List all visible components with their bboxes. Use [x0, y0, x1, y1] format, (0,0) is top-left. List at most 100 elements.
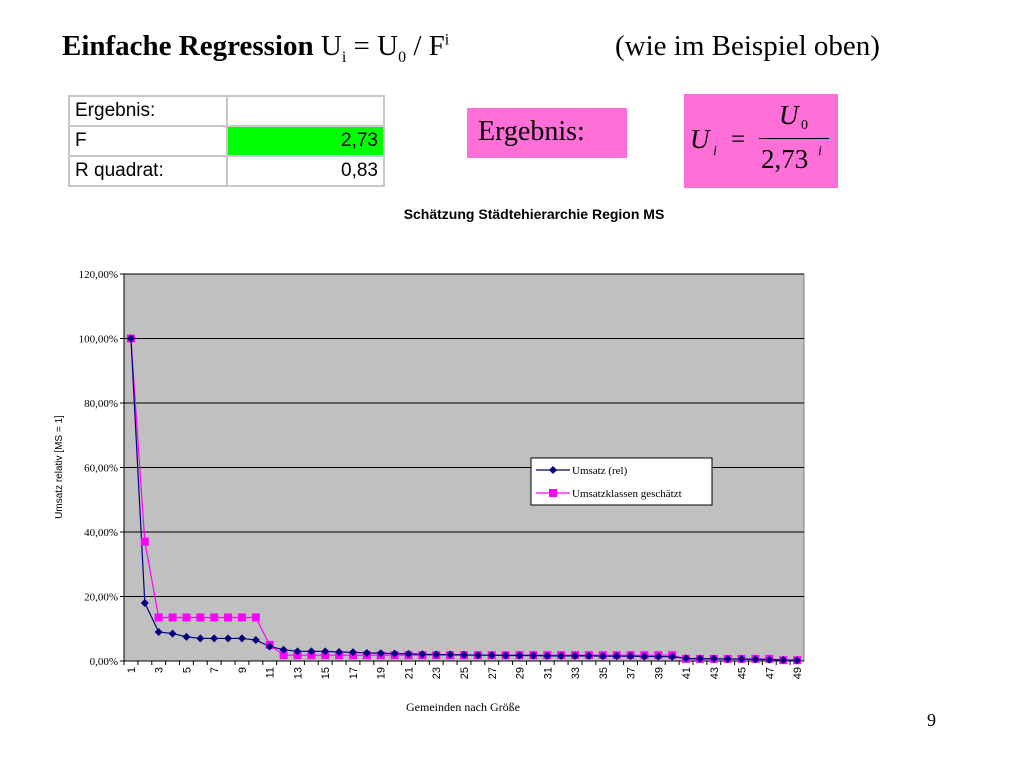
result-table: Ergebnis: F 2,73 R quadrat: 0,83 — [68, 95, 385, 187]
data-point-series1 — [182, 632, 191, 641]
data-point-series1 — [737, 655, 746, 664]
grid-lines — [124, 273, 804, 597]
data-point-series1 — [473, 651, 482, 660]
data-point-series2 — [196, 613, 205, 622]
fraction-bar — [759, 138, 829, 139]
data-point-series1 — [196, 634, 205, 643]
x-tick-label: 1 — [126, 667, 138, 673]
data-point-series1 — [168, 629, 177, 638]
data-point-series2 — [182, 613, 191, 622]
data-point-series1 — [307, 647, 316, 656]
data-point-series1 — [557, 651, 566, 660]
data-point-series1 — [362, 648, 371, 657]
data-point-series1 — [293, 647, 302, 656]
data-point-series2 — [168, 613, 177, 622]
data-point-series1 — [140, 598, 149, 607]
legend-marker-series1 — [549, 466, 557, 474]
data-point-series2 — [279, 651, 288, 660]
x-tick-label: 15 — [320, 667, 332, 679]
data-point-series1 — [765, 655, 774, 664]
table-cell-value — [226, 95, 385, 127]
x-tick-label: 43 — [709, 667, 721, 679]
x-tick-label: 31 — [542, 667, 554, 679]
legend-marker-series2 — [549, 489, 557, 497]
table-row: Ergebnis: — [68, 95, 385, 127]
data-point-series1 — [487, 651, 496, 660]
data-point-series1 — [418, 650, 427, 659]
legend: Umsatz (rel) Umsatzklassen geschätzt — [530, 457, 713, 506]
x-tick-label: 33 — [570, 667, 582, 679]
formula-den: 2,73 — [761, 144, 809, 174]
data-point-series1 — [460, 650, 468, 659]
x-tick-label: 35 — [598, 667, 610, 679]
x-tick-label: 19 — [376, 667, 388, 679]
y-tick-label: 0,00% — [90, 656, 118, 668]
data-point-series1 — [598, 652, 607, 661]
title-formula: Ui = U0 / Fi — [320, 30, 450, 66]
data-point-series1 — [640, 652, 649, 661]
legend-label-series2: Umsatzklassen geschätzt — [572, 488, 682, 500]
x-tick-label: 41 — [681, 667, 693, 679]
data-point-series1 — [751, 655, 760, 664]
data-point-series1 — [251, 636, 260, 645]
x-tick-label: 3 — [154, 667, 166, 673]
data-point-series1 — [723, 655, 732, 664]
x-tick-label: 49 — [792, 667, 804, 679]
data-point-series1 — [348, 648, 357, 657]
data-point-series1 — [126, 334, 135, 343]
x-tick-label: 29 — [515, 667, 527, 679]
x-tick-label: 9 — [237, 667, 249, 673]
x-axis-label: Gemeinden nach Größe — [406, 700, 520, 714]
data-point-series1 — [501, 651, 510, 660]
y-tick-label: 120,00% — [79, 269, 118, 281]
x-tick-label: 5 — [181, 667, 193, 673]
data-point-series1 — [612, 652, 621, 661]
legend-box — [530, 457, 713, 506]
formula-num: U — [779, 100, 799, 130]
y-tick-label: 80,00% — [84, 398, 118, 410]
data-point-series2 — [154, 613, 163, 622]
data-point-series1 — [571, 651, 580, 660]
data-point-series1 — [709, 654, 718, 663]
data-point-series2 — [237, 613, 246, 622]
series-lines — [126, 334, 802, 665]
title-note: (wie im Beispiel oben) — [615, 30, 880, 62]
data-point-series1 — [529, 651, 538, 660]
formula-box: U i = U 0 2,73 i — [684, 94, 838, 188]
data-point-series1 — [265, 642, 274, 651]
table-cell-value: 2,73 — [226, 125, 385, 157]
data-point-series1 — [543, 651, 552, 660]
table-cell-label: F — [68, 125, 228, 157]
slide-title-bold: Einfache Regression — [62, 30, 314, 62]
data-point-series1 — [390, 649, 399, 658]
table-cell-value: 0,83 — [226, 155, 385, 187]
formula-den-sup: i — [818, 144, 822, 159]
x-tick-label: 47 — [764, 667, 776, 679]
data-point-series1 — [279, 645, 288, 654]
data-point-series1 — [446, 650, 455, 659]
x-tick-label: 23 — [431, 667, 443, 679]
data-point-series1 — [695, 654, 704, 663]
formula-eq: = — [731, 126, 746, 153]
data-point-series1 — [682, 654, 691, 663]
chart-title: Schätzung Städtehierarchie Region MS — [404, 206, 665, 222]
x-tick-label: 21 — [403, 667, 415, 679]
table-row: F 2,73 — [68, 125, 385, 157]
data-point-series1 — [626, 652, 635, 661]
data-point-series1 — [793, 656, 802, 665]
y-tick-label: 60,00% — [84, 463, 118, 475]
data-point-series1 — [668, 652, 677, 661]
data-point-series1 — [584, 651, 593, 660]
data-point-series1 — [210, 634, 219, 643]
data-point-series2 — [224, 613, 233, 622]
table-cell-label: R quadrat: — [68, 155, 228, 187]
data-point-series1 — [237, 634, 246, 643]
table-row: R quadrat: 0,83 — [68, 155, 385, 187]
data-point-series1 — [654, 652, 663, 661]
y-tick-label: 40,00% — [84, 527, 118, 539]
data-point-series1 — [515, 651, 524, 660]
x-tick-label: 45 — [737, 667, 749, 679]
x-tick-label: 7 — [209, 667, 221, 673]
data-point-series2 — [210, 613, 219, 622]
